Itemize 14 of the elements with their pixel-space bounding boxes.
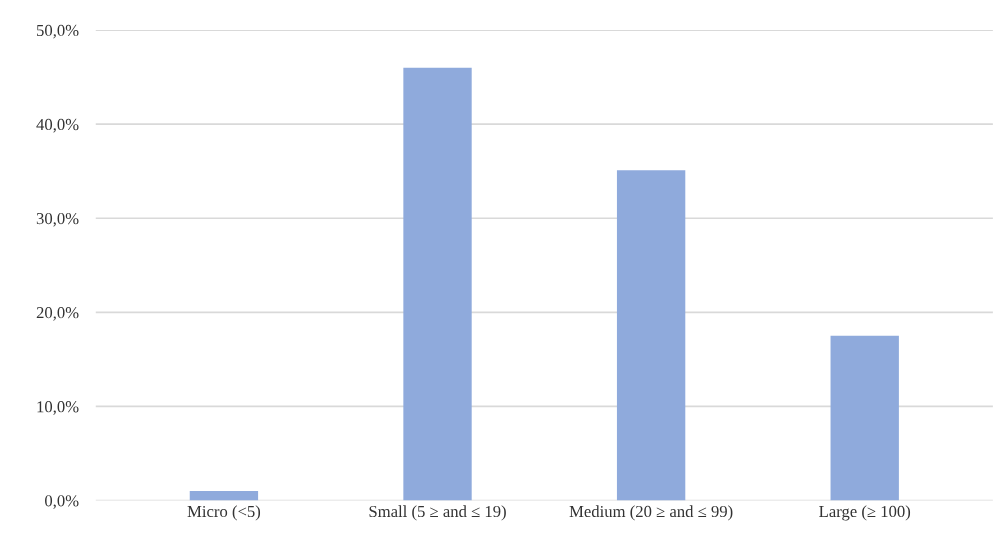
y-tick-label: 30,0% <box>36 212 79 227</box>
y-tick-label: 10,0% <box>37 401 79 415</box>
bar <box>616 170 686 501</box>
y-tick-label: 50,0% <box>37 24 79 39</box>
y-tick-label: 0,0% <box>45 495 79 509</box>
bar <box>189 491 259 501</box>
bar <box>403 67 472 501</box>
y-tick-label: 40,0% <box>36 118 79 133</box>
y-tick-label: 20,0% <box>36 307 79 321</box>
x-tick-label: Small (5 ≥ and ≤ 19) <box>369 505 506 521</box>
x-tick-label: Large (≥ 100) <box>819 505 911 521</box>
x-tick-label: Medium (20 ≥ and ≤ 99) <box>569 505 733 521</box>
bar <box>830 335 899 501</box>
x-tick-label: Micro (<5) <box>187 505 261 521</box>
